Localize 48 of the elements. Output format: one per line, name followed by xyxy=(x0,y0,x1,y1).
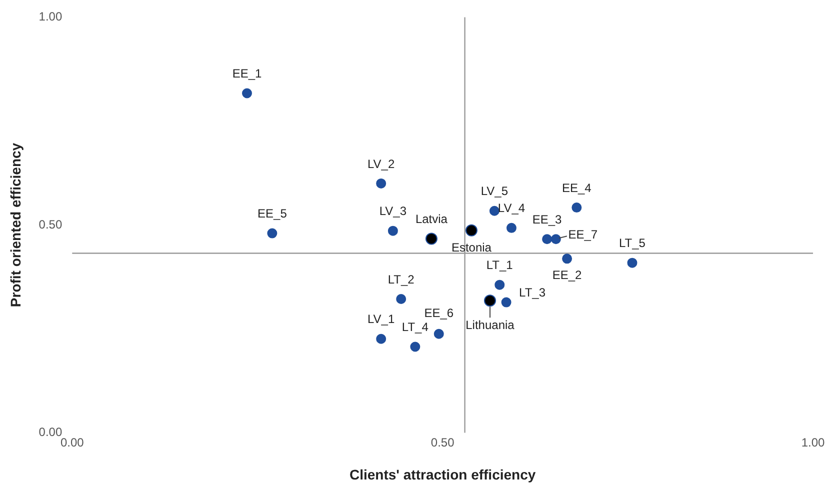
annotation: LV_3 xyxy=(379,204,407,218)
point xyxy=(501,297,512,308)
point xyxy=(425,232,438,245)
x-tick-label: 1.00 xyxy=(801,435,825,450)
point xyxy=(506,222,516,233)
point xyxy=(627,258,638,268)
point xyxy=(267,228,278,238)
x-axis-title: Clients' attraction efficiency xyxy=(350,466,536,482)
point xyxy=(484,294,496,307)
y-tick-label: 0.00 xyxy=(38,425,62,440)
x-tick-label: 0.00 xyxy=(60,435,84,450)
point xyxy=(410,342,420,352)
annotation: EE_5 xyxy=(258,206,288,221)
point xyxy=(465,224,478,236)
y-tick-label: 0.50 xyxy=(38,217,62,232)
y-axis-title: Profit oriented efficiency xyxy=(7,142,24,308)
annotation: LT_3 xyxy=(519,286,546,300)
point xyxy=(434,328,444,339)
annotation: EE_6 xyxy=(424,306,454,320)
annotation: LT_2 xyxy=(388,272,415,286)
annotation: LT_4 xyxy=(402,320,429,334)
annotation: EE_7 xyxy=(568,227,598,242)
annotation: EE_1 xyxy=(232,66,262,81)
annotation: LT_5 xyxy=(619,236,646,250)
annotation: LV_4 xyxy=(498,201,526,216)
point xyxy=(242,88,252,98)
point xyxy=(562,254,572,264)
x-tick-label: 0.50 xyxy=(430,435,455,450)
annotation: Latvia xyxy=(415,212,448,226)
annotation: LV_2 xyxy=(368,156,395,171)
annotation: LT_1 xyxy=(486,258,514,272)
point xyxy=(376,178,386,188)
point xyxy=(542,234,552,244)
point xyxy=(550,234,561,244)
annotation: Estonia xyxy=(451,240,492,255)
annotation: LV_5 xyxy=(480,184,508,198)
point xyxy=(376,334,386,344)
annotation: LV_1 xyxy=(368,312,395,326)
point xyxy=(494,280,505,290)
annotation: Lithuania xyxy=(466,318,515,332)
point xyxy=(572,202,582,213)
annotation: EE_4 xyxy=(562,180,592,195)
point xyxy=(489,206,500,216)
point xyxy=(388,226,398,236)
annotation: EE_3 xyxy=(532,212,562,226)
annotation: EE_2 xyxy=(552,268,582,282)
point xyxy=(396,294,406,304)
y-tick-label: 1.00 xyxy=(38,10,62,24)
